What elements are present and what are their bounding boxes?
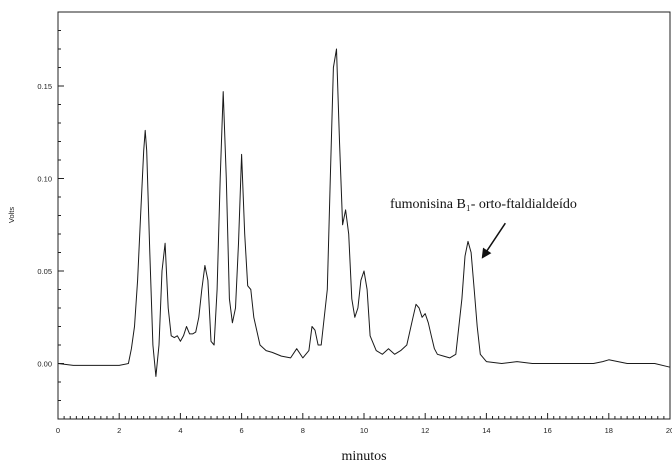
- chromatogram-trace: [57, 48, 671, 377]
- x-tick-label: 20: [666, 426, 672, 435]
- x-tick-label: 18: [605, 426, 613, 435]
- plot-frame: [57, 11, 671, 420]
- y-tick-label: 0.05: [37, 267, 52, 276]
- x-tick-label: 0: [56, 426, 60, 435]
- x-axis-title: minutos: [341, 449, 386, 464]
- peak-annotation-label: fumonisina B₁- orto-ftaldialdeído: [390, 197, 577, 212]
- y-tick-label: 0.00: [37, 360, 52, 369]
- x-tick-label: 2: [117, 426, 121, 435]
- y-tick-label: 0.10: [37, 175, 52, 184]
- x-tick-label: 8: [301, 426, 305, 435]
- x-tick-label: 12: [421, 426, 429, 435]
- x-axis-ticks: [57, 413, 671, 419]
- x-tick-label: 16: [543, 426, 551, 435]
- x-tick-label: 4: [178, 426, 182, 435]
- annotation-arrow: [481, 222, 506, 259]
- x-tick-label: 10: [360, 426, 368, 435]
- y-tick-label: 0.15: [37, 82, 52, 91]
- x-axis-tick-labels: 0 2 4 6 8 10 12 14 16 18 20: [56, 426, 672, 435]
- y-axis-title: Volts: [7, 207, 16, 224]
- x-tick-label: 6: [240, 426, 244, 435]
- x-tick-label: 14: [482, 426, 490, 435]
- y-axis-tick-labels: 0.00 0.05 0.10 0.15: [37, 82, 52, 369]
- y-axis-ticks: [58, 11, 64, 420]
